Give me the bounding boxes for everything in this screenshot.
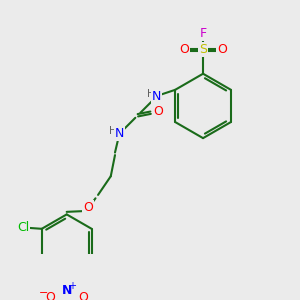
- Text: H: H: [110, 126, 117, 136]
- Text: O: O: [79, 291, 88, 300]
- Text: +: +: [68, 281, 76, 291]
- Text: O: O: [179, 44, 189, 56]
- Text: −: −: [39, 288, 49, 298]
- Text: O: O: [217, 44, 226, 56]
- Text: Cl: Cl: [17, 220, 29, 234]
- Text: H: H: [147, 89, 154, 99]
- Text: N: N: [152, 90, 161, 103]
- Text: O: O: [153, 104, 163, 118]
- Text: N: N: [115, 128, 124, 140]
- Text: S: S: [199, 44, 207, 56]
- Text: O: O: [83, 201, 93, 214]
- Text: N: N: [61, 284, 72, 297]
- Text: F: F: [200, 26, 207, 40]
- Text: O: O: [45, 291, 55, 300]
